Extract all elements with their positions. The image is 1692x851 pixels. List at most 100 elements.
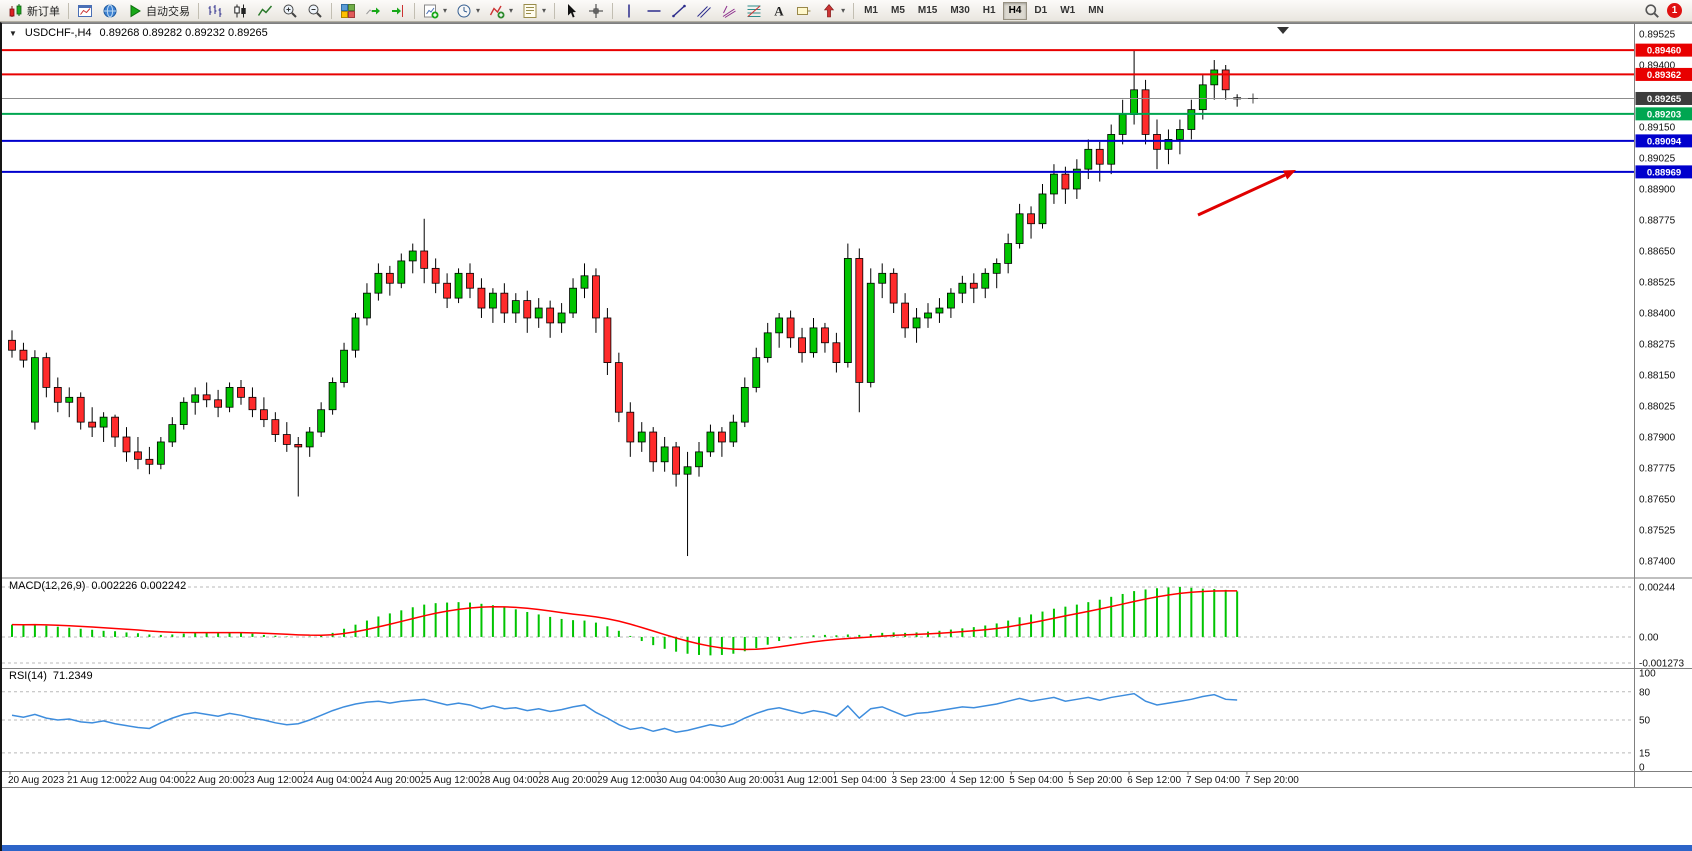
candlestick-chart-button[interactable]	[228, 1, 252, 21]
chart-canvas[interactable]: 0.89525 0.89400 0.89150 0.89025 0.88900 0.887…	[2, 23, 1692, 851]
candle	[637, 431, 646, 443]
search-button[interactable]	[1640, 1, 1664, 21]
candle	[30, 357, 39, 423]
svg-text:0.88900: 0.88900	[1639, 185, 1676, 196]
timeframe-m5-button[interactable]: M5	[885, 2, 911, 20]
candle	[775, 317, 784, 334]
zoom-out-button[interactable]	[303, 1, 327, 21]
arrows-button[interactable]: ▾	[817, 1, 849, 21]
svg-text:0.00: 0.00	[1639, 632, 1659, 643]
candle	[614, 362, 623, 413]
one-click-trading-caret-icon[interactable]: ▼	[9, 28, 17, 38]
candle	[992, 262, 1001, 274]
charts-button[interactable]	[73, 1, 97, 21]
candle	[1027, 213, 1035, 225]
candle	[958, 282, 967, 294]
candle	[740, 386, 749, 423]
hline-icon	[646, 3, 662, 19]
timeframe-h4-button[interactable]: H4	[1002, 1, 1028, 20]
timeframe-m15-button[interactable]: M15	[912, 2, 943, 20]
candle	[374, 272, 383, 294]
svg-text:-0.001273: -0.001273	[1639, 659, 1684, 670]
chart-shift-marker[interactable]	[1277, 27, 1289, 34]
notification-badge[interactable]: 1	[1667, 3, 1682, 18]
candle	[202, 394, 211, 401]
svg-text:0.89203: 0.89203	[1647, 109, 1681, 120]
timeframe-w1-button[interactable]: W1	[1054, 2, 1081, 20]
vertical-line-button[interactable]	[617, 1, 641, 21]
svg-text:30 Aug 04:00: 30 Aug 04:00	[656, 775, 715, 786]
templates-button[interactable]: ▾	[518, 1, 550, 21]
candle	[649, 431, 658, 463]
toolbar-separator	[331, 2, 332, 19]
time-axis: 20 Aug 2023 21 Aug 12:00 22 Aug 04:00 22 Au…	[8, 771, 1299, 786]
candle	[1004, 243, 1013, 264]
candle	[683, 466, 692, 475]
arrows-icon	[821, 3, 837, 19]
window-bottom-edge	[2, 845, 1692, 851]
candle	[729, 421, 738, 443]
svg-text:0.89265: 0.89265	[1647, 94, 1682, 105]
indicators-button[interactable]: ▾	[485, 1, 517, 21]
svg-text:15: 15	[1639, 748, 1651, 759]
macd-signal-line	[11, 590, 1238, 651]
cursor-button[interactable]	[559, 1, 583, 21]
pitchfork-button[interactable]	[717, 1, 741, 21]
dropdown-caret-icon: ▾	[443, 6, 448, 15]
periods-button[interactable]: ▾	[452, 1, 484, 21]
svg-text:0.88025: 0.88025	[1639, 402, 1676, 413]
candle	[65, 396, 74, 403]
timeframe-m30-button[interactable]: M30	[944, 2, 975, 20]
timeframe-h1-button[interactable]: H1	[977, 2, 1002, 20]
crosshair-icon	[588, 3, 604, 19]
auto-scroll-button[interactable]	[361, 1, 385, 21]
candle	[706, 431, 715, 453]
candle	[981, 272, 990, 289]
text-button[interactable]: A	[767, 1, 791, 21]
price-axis: 0.89525 0.89400 0.89150 0.89025 0.88900 0.887…	[1639, 30, 1676, 568]
candle	[156, 441, 165, 465]
autotrade-button[interactable]: 自动交易	[123, 1, 194, 21]
fibonacci-button[interactable]	[742, 1, 766, 21]
line-chart-button[interactable]	[253, 1, 277, 21]
candle	[901, 302, 909, 329]
candle	[134, 451, 142, 460]
candle	[271, 419, 280, 435]
timeframe-mn-button[interactable]: MN	[1082, 2, 1110, 20]
dropdown-caret-icon: ▾	[542, 6, 547, 15]
new-chart-button[interactable]: ▾	[419, 1, 451, 21]
play-icon	[127, 3, 143, 19]
candle	[523, 300, 532, 319]
candle	[763, 332, 772, 359]
tile-windows-button[interactable]	[336, 1, 360, 21]
chart-shift-button[interactable]	[386, 1, 410, 21]
cursor-icon	[563, 3, 579, 19]
marketwatch-globe-button[interactable]	[98, 1, 122, 21]
horizontal-line-button[interactable]	[642, 1, 666, 21]
timeframe-m1-button[interactable]: M1	[858, 2, 884, 20]
trend-arrow-annotation[interactable]	[1197, 170, 1296, 217]
channel-button[interactable]	[692, 1, 716, 21]
candle	[580, 275, 589, 289]
candle	[1118, 114, 1127, 135]
candle	[511, 300, 520, 314]
bar-chart-button[interactable]	[203, 1, 227, 21]
svg-text:0.89094: 0.89094	[1647, 136, 1682, 147]
label-button[interactable]	[792, 1, 816, 21]
timeframe-d1-button[interactable]: D1	[1028, 2, 1053, 20]
new-order-button[interactable]: 新订单	[4, 1, 64, 21]
candle	[752, 357, 761, 388]
candle	[924, 312, 932, 319]
svg-text:0.87650: 0.87650	[1639, 495, 1676, 506]
toolbar-separator	[612, 2, 614, 19]
trendline-button[interactable]	[667, 1, 691, 21]
candle	[191, 394, 200, 403]
zoom-in-button[interactable]	[278, 1, 302, 21]
crosshair-button[interactable]	[584, 1, 608, 21]
candle	[1176, 129, 1184, 140]
svg-text:24 Aug 20:00: 24 Aug 20:00	[361, 775, 420, 786]
line-chart-icon	[257, 3, 273, 19]
autotrade-button-label: 自动交易	[146, 5, 190, 18]
svg-text:21 Aug 12:00: 21 Aug 12:00	[67, 775, 126, 786]
